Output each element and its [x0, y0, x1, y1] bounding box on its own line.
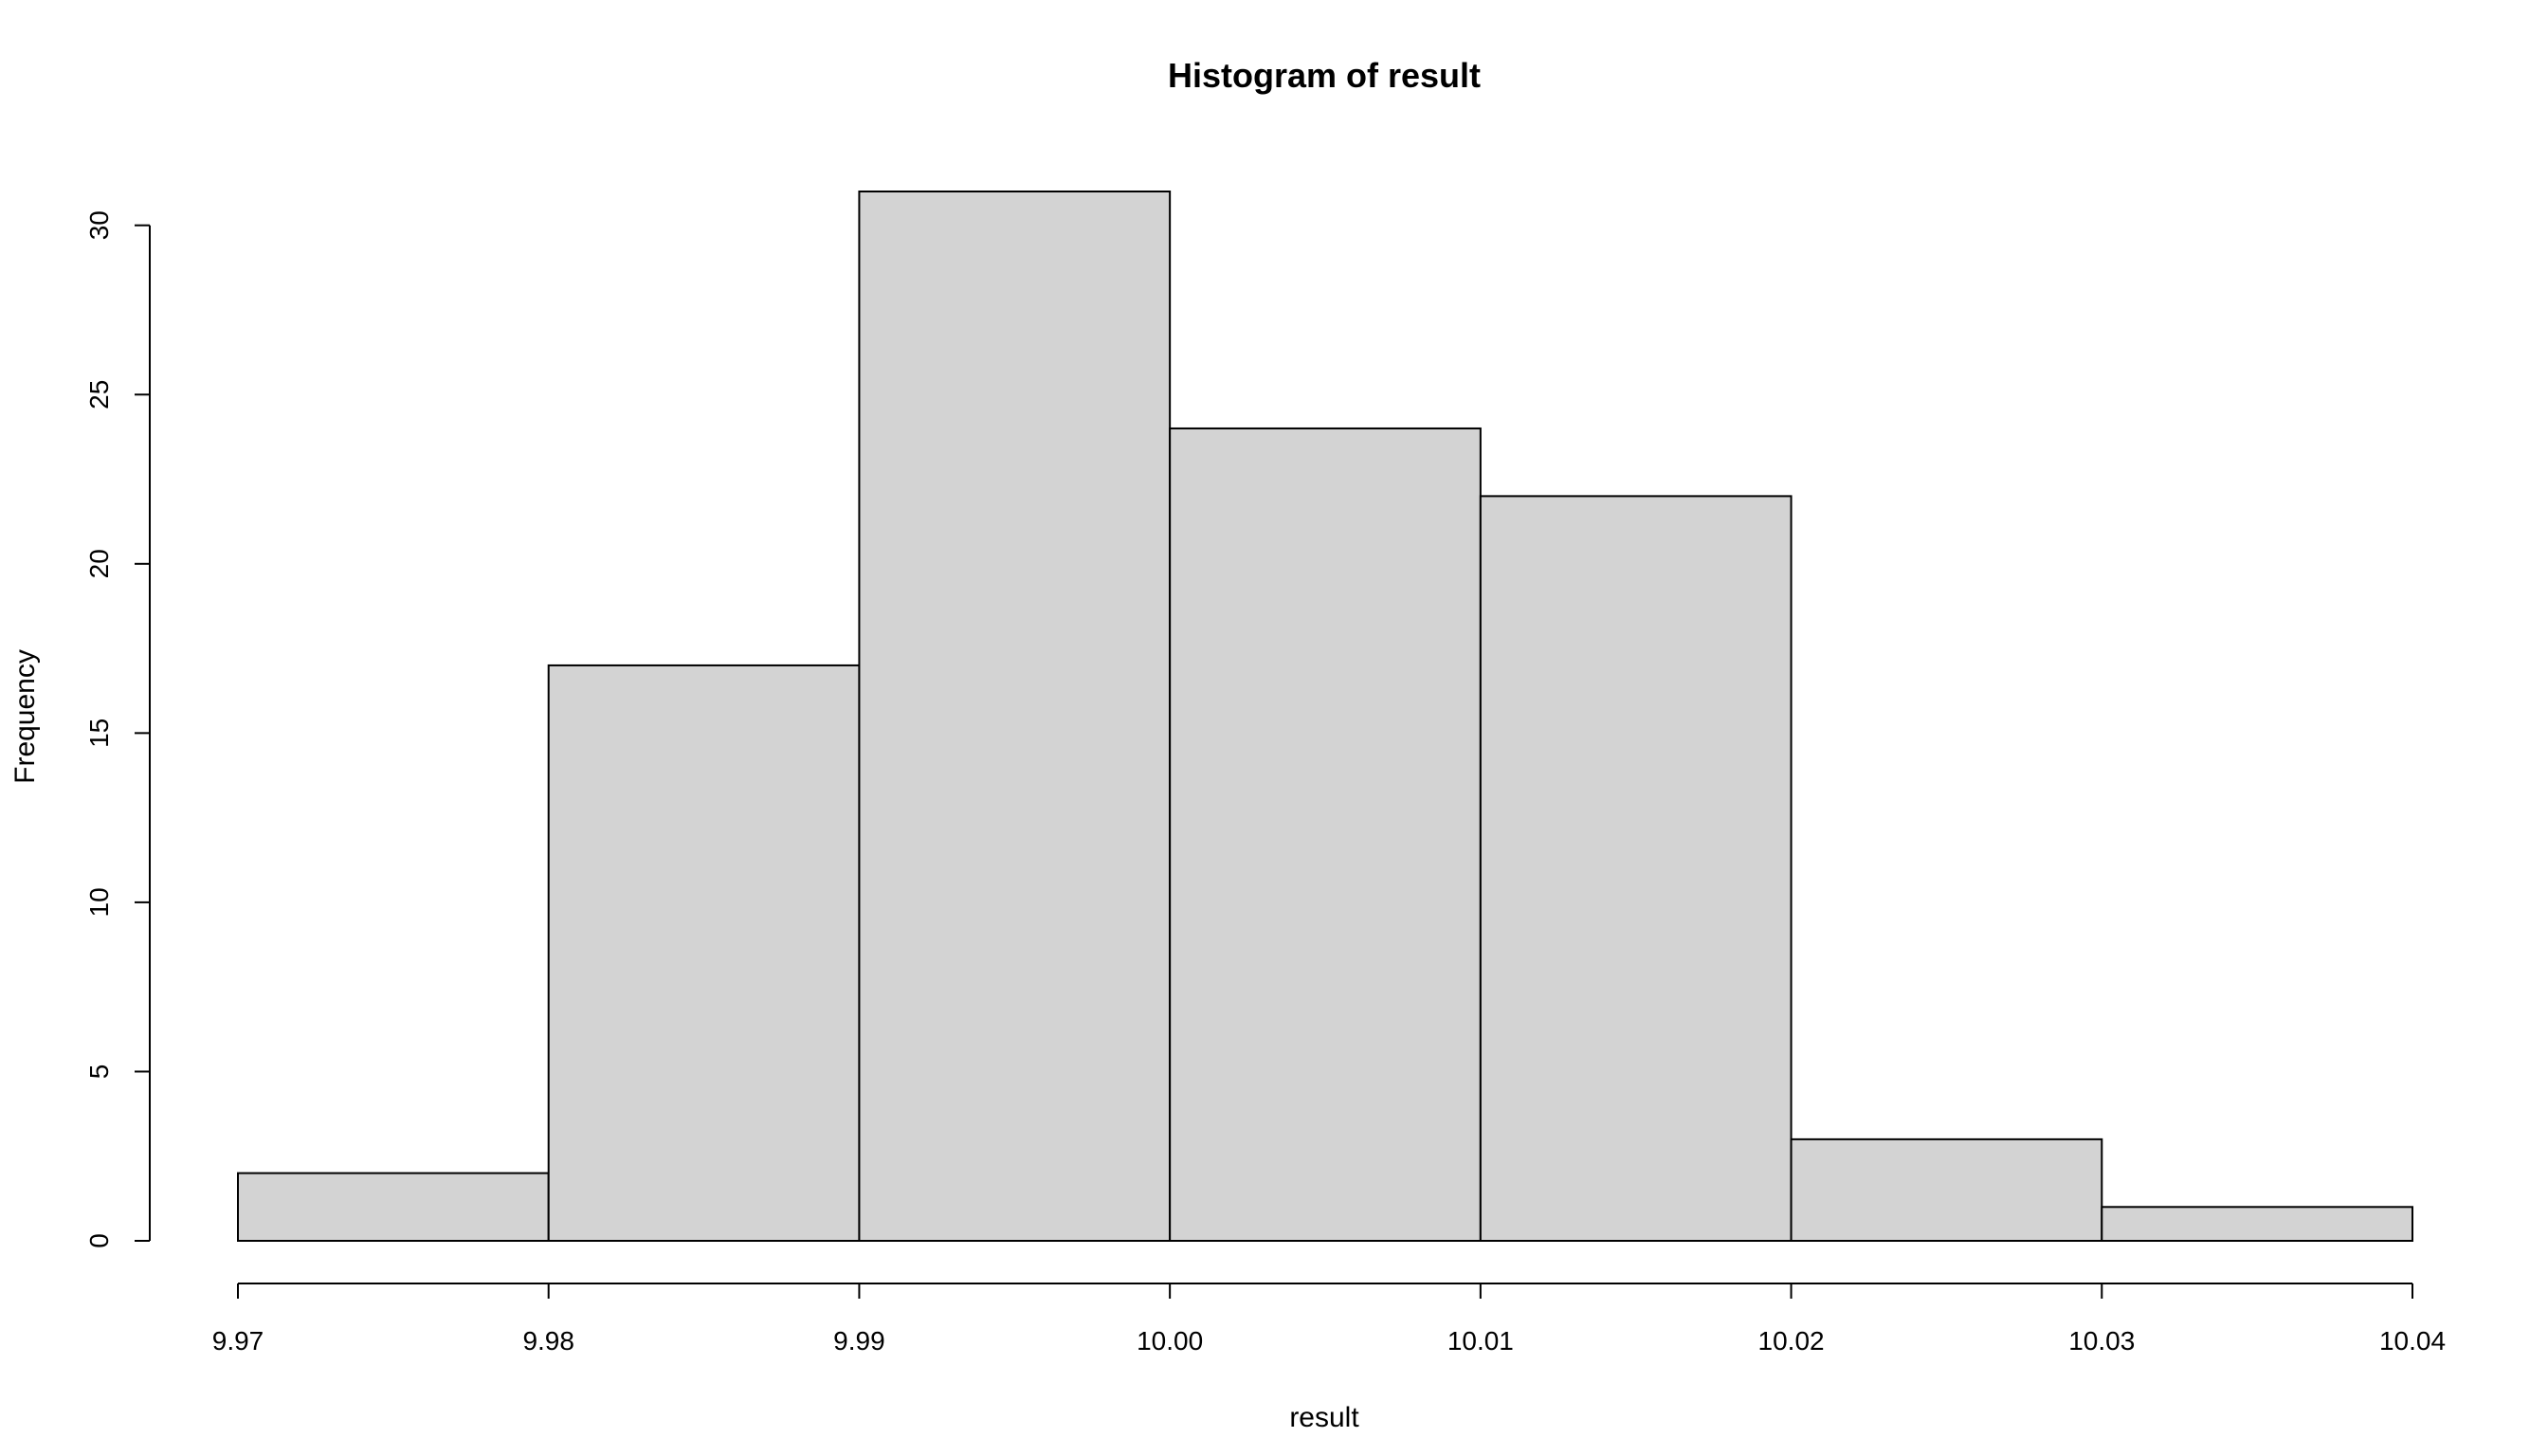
- y-tick-label-1: 5: [84, 1065, 114, 1080]
- y-tick-label-3: 15: [84, 719, 114, 748]
- y-tick-label-0: 0: [84, 1233, 114, 1248]
- x-tick-label-4: 10.01: [1447, 1326, 1514, 1356]
- y-axis: 0 5 10 15 20 25 30: [84, 210, 151, 1248]
- x-axis: 9.97 9.98 9.99 10.00 10.01 10.02 10.03 10.04: [212, 1283, 2446, 1356]
- x-tick-label-5: 10.02: [1758, 1326, 1825, 1356]
- bars-group: [237, 191, 2413, 1243]
- bar-0: [237, 1172, 550, 1243]
- bar-3: [1169, 427, 1482, 1243]
- y-tick-label-6: 30: [84, 210, 114, 240]
- x-tick-label-6: 10.03: [2068, 1326, 2135, 1356]
- x-tick-label-0: 9.97: [212, 1326, 264, 1356]
- x-tick-label-2: 9.99: [833, 1326, 885, 1356]
- x-tick-label-7: 10.04: [2379, 1326, 2446, 1356]
- y-tick-label-4: 20: [84, 549, 114, 578]
- bar-2: [858, 191, 1172, 1242]
- x-tick-label-3: 10.00: [1137, 1326, 1203, 1356]
- y-axis-label: Frequency: [9, 649, 41, 784]
- y-tick-label-2: 10: [84, 887, 114, 917]
- chart-title: Histogram of result: [1168, 56, 1481, 95]
- x-tick-label-1: 9.98: [522, 1326, 574, 1356]
- bar-4: [1479, 495, 1793, 1242]
- bar-6: [2101, 1206, 2413, 1242]
- bar-5: [1790, 1138, 2103, 1243]
- y-tick-label-5: 25: [84, 380, 114, 410]
- bar-1: [547, 664, 861, 1242]
- x-axis-label: result: [1289, 1402, 1359, 1433]
